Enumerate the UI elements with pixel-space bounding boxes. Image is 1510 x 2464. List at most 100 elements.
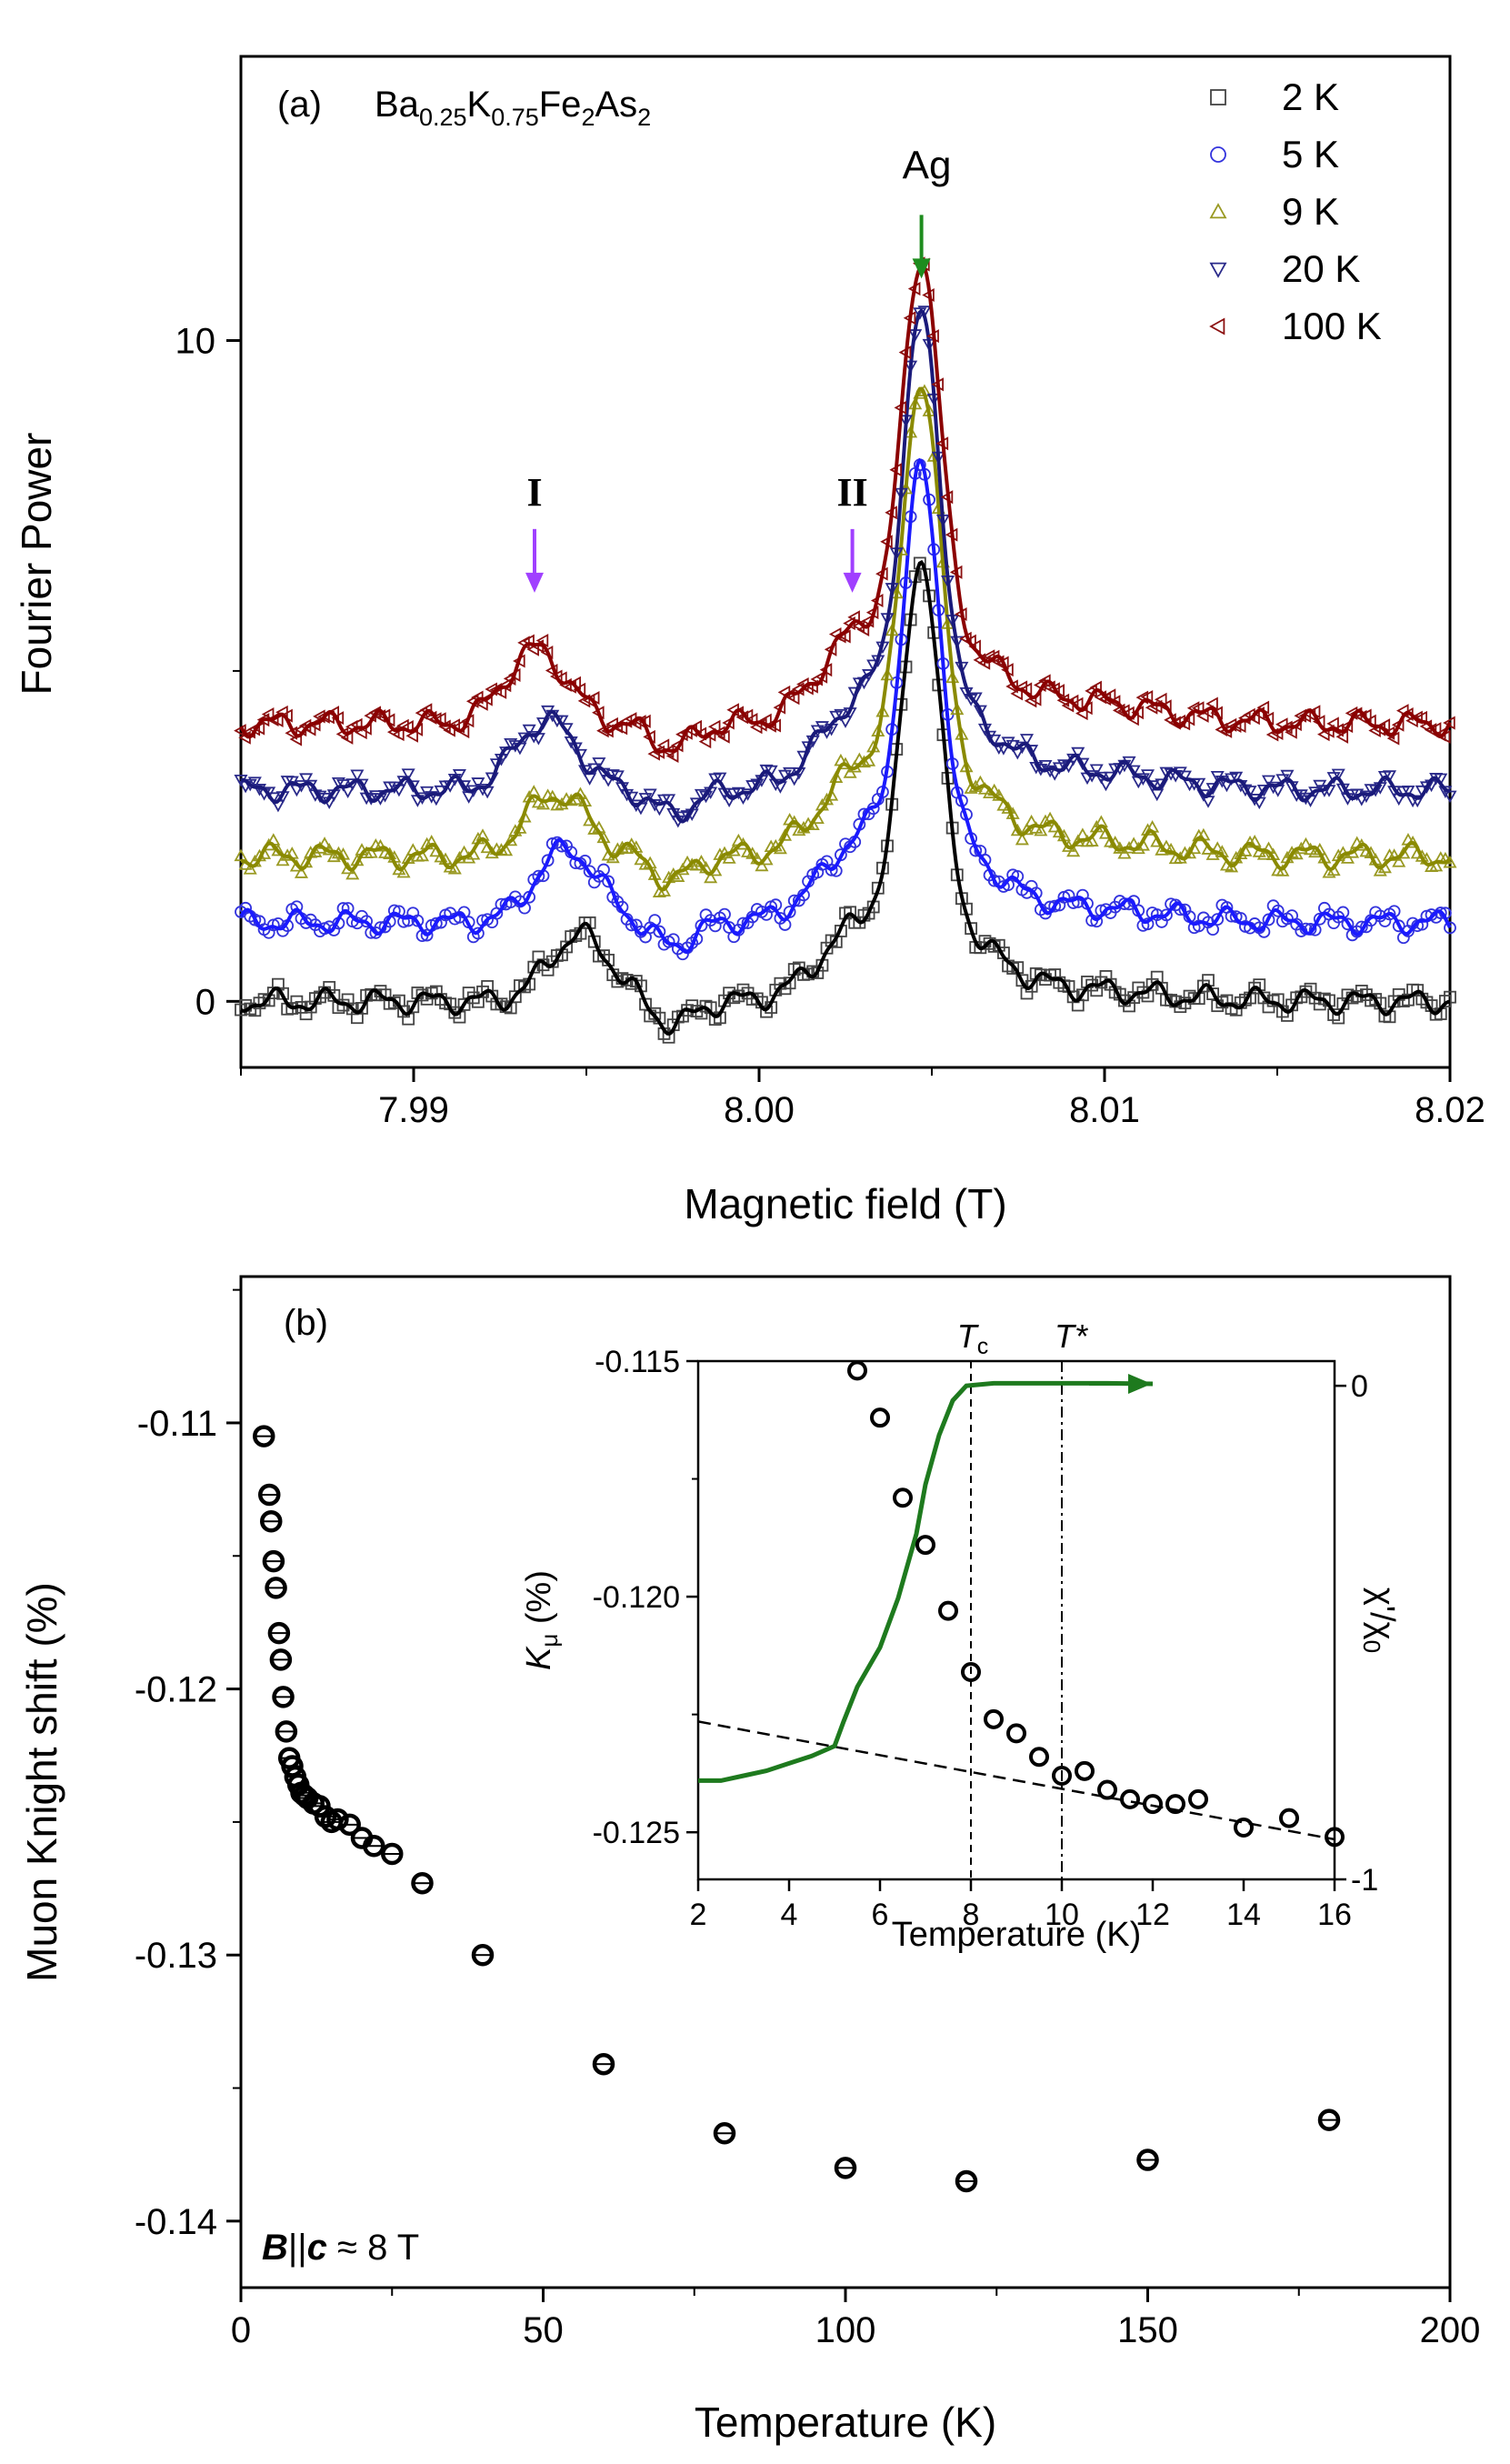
data-point bbox=[1089, 764, 1104, 777]
data-point bbox=[777, 828, 793, 841]
knight-shift-point bbox=[471, 1943, 495, 1967]
a-ytick-label: 0 bbox=[195, 982, 215, 1022]
panel-a-series bbox=[234, 256, 1457, 1044]
data-point bbox=[564, 793, 578, 806]
inset-knight-shift-point bbox=[847, 1360, 867, 1381]
data-point bbox=[494, 685, 507, 699]
panel-b-ylabel: Muon Knight shift (%) bbox=[18, 1582, 65, 1982]
data-point bbox=[475, 783, 490, 796]
b-xtick-label: 50 bbox=[523, 2310, 564, 2350]
data-point bbox=[973, 705, 987, 718]
data-point bbox=[1090, 915, 1104, 928]
data-point bbox=[1015, 832, 1029, 846]
series-5k bbox=[235, 457, 1456, 961]
inset-knight-shift-point bbox=[1029, 1747, 1049, 1768]
data-point bbox=[1066, 896, 1080, 909]
data-point bbox=[1205, 783, 1220, 796]
data-point bbox=[1256, 847, 1271, 860]
data-point bbox=[545, 789, 560, 803]
data-point bbox=[480, 692, 493, 706]
compound-formula: Ba0.25K0.75Fe2As2 bbox=[375, 85, 651, 131]
legend-marker bbox=[1209, 262, 1227, 278]
data-point bbox=[665, 748, 679, 763]
panel-b-label: (b) bbox=[284, 1303, 328, 1343]
inset-knight-shift-point bbox=[984, 1708, 1004, 1729]
data-point bbox=[401, 768, 415, 781]
data-point bbox=[1019, 734, 1035, 746]
inset-xtick-label: 14 bbox=[1226, 1898, 1261, 1932]
inset-frame bbox=[696, 1359, 1336, 1881]
inset-ticks: 2 4 6 8 10 12 14 16 -0.115 -0.120 -0.125 0 -1 bbox=[593, 1345, 1379, 1932]
data-point bbox=[1205, 696, 1218, 711]
panel-a-annotations: AgI II bbox=[525, 143, 952, 593]
knight-shift-point bbox=[381, 1842, 404, 1866]
knight-shift-point bbox=[363, 1834, 385, 1858]
a-xtick-label: 8.01 bbox=[1069, 1090, 1140, 1130]
fit-line bbox=[239, 457, 1452, 954]
inset-knight-shift-point bbox=[1006, 1723, 1026, 1744]
legend-marker bbox=[1209, 317, 1225, 336]
data-point bbox=[1141, 917, 1155, 931]
inset-knight-shift-point bbox=[1165, 1794, 1185, 1815]
data-point bbox=[620, 841, 635, 855]
data-point bbox=[1229, 771, 1244, 785]
annotation-arrowhead bbox=[843, 572, 862, 593]
data-point bbox=[1211, 913, 1225, 927]
data-point bbox=[1443, 790, 1457, 804]
annotation-arrowhead bbox=[525, 572, 544, 593]
data-point bbox=[1261, 775, 1276, 788]
data-point bbox=[535, 633, 549, 648]
inset-knight-shift-point bbox=[1097, 1779, 1117, 1800]
knight-shift-point bbox=[275, 1720, 298, 1743]
knight-shift-point bbox=[1317, 2108, 1341, 2131]
data-point bbox=[602, 875, 615, 888]
data-point bbox=[610, 770, 625, 783]
data-point bbox=[978, 853, 992, 866]
b-xtick-label: 150 bbox=[1117, 2310, 1178, 2350]
a-xtick-label: 7.99 bbox=[378, 1090, 449, 1130]
inset-knight-shift-point bbox=[1143, 1794, 1163, 1815]
data-point bbox=[331, 776, 345, 790]
data-point bbox=[786, 691, 800, 706]
series-20k bbox=[234, 305, 1457, 828]
data-point bbox=[707, 719, 721, 734]
data-point bbox=[1025, 745, 1039, 757]
data-point bbox=[662, 794, 676, 806]
inset-knight-shift-point bbox=[915, 1535, 935, 1556]
inset-xtick-label: 8 bbox=[963, 1898, 980, 1932]
data-point bbox=[1103, 688, 1116, 703]
inset-lines bbox=[697, 1361, 1335, 1879]
data-point bbox=[1373, 864, 1387, 876]
knight-shift-point bbox=[269, 1648, 293, 1671]
data-point bbox=[983, 730, 997, 744]
data-point bbox=[355, 726, 367, 740]
data-point bbox=[1256, 784, 1271, 797]
inset-xtick-label: 12 bbox=[1135, 1898, 1170, 1932]
inset-xtick-label: 16 bbox=[1317, 1898, 1352, 1932]
inset-knight-shift-point bbox=[961, 1662, 981, 1682]
knight-shift-point bbox=[258, 1483, 281, 1507]
knight-shift-point bbox=[955, 2169, 978, 2193]
data-point bbox=[457, 780, 472, 793]
knight-shift-point bbox=[411, 1871, 434, 1895]
fit-line bbox=[240, 386, 1452, 892]
panel-b-points bbox=[253, 1425, 1341, 2193]
legend-label: 2 K bbox=[1282, 75, 1339, 118]
inset-xlabel: Temperature (K) bbox=[892, 1916, 1142, 1954]
a-xtick-label: 8.02 bbox=[1415, 1090, 1485, 1130]
b-ytick-label: -0.13 bbox=[135, 1936, 217, 1976]
inset-knight-shift-point bbox=[1325, 1827, 1345, 1848]
data-point bbox=[387, 904, 401, 917]
data-point bbox=[829, 770, 844, 783]
field-label: B||c ≈ 8 T bbox=[262, 2228, 419, 2268]
data-point bbox=[1331, 768, 1345, 782]
data-point bbox=[247, 776, 262, 789]
legend-marker bbox=[1209, 203, 1227, 219]
knight-shift-point bbox=[260, 1509, 283, 1533]
data-point bbox=[671, 869, 685, 882]
data-point bbox=[1034, 823, 1048, 836]
data-point bbox=[695, 919, 708, 932]
panel-a-frame bbox=[239, 55, 1452, 1069]
series-9k bbox=[234, 384, 1457, 897]
